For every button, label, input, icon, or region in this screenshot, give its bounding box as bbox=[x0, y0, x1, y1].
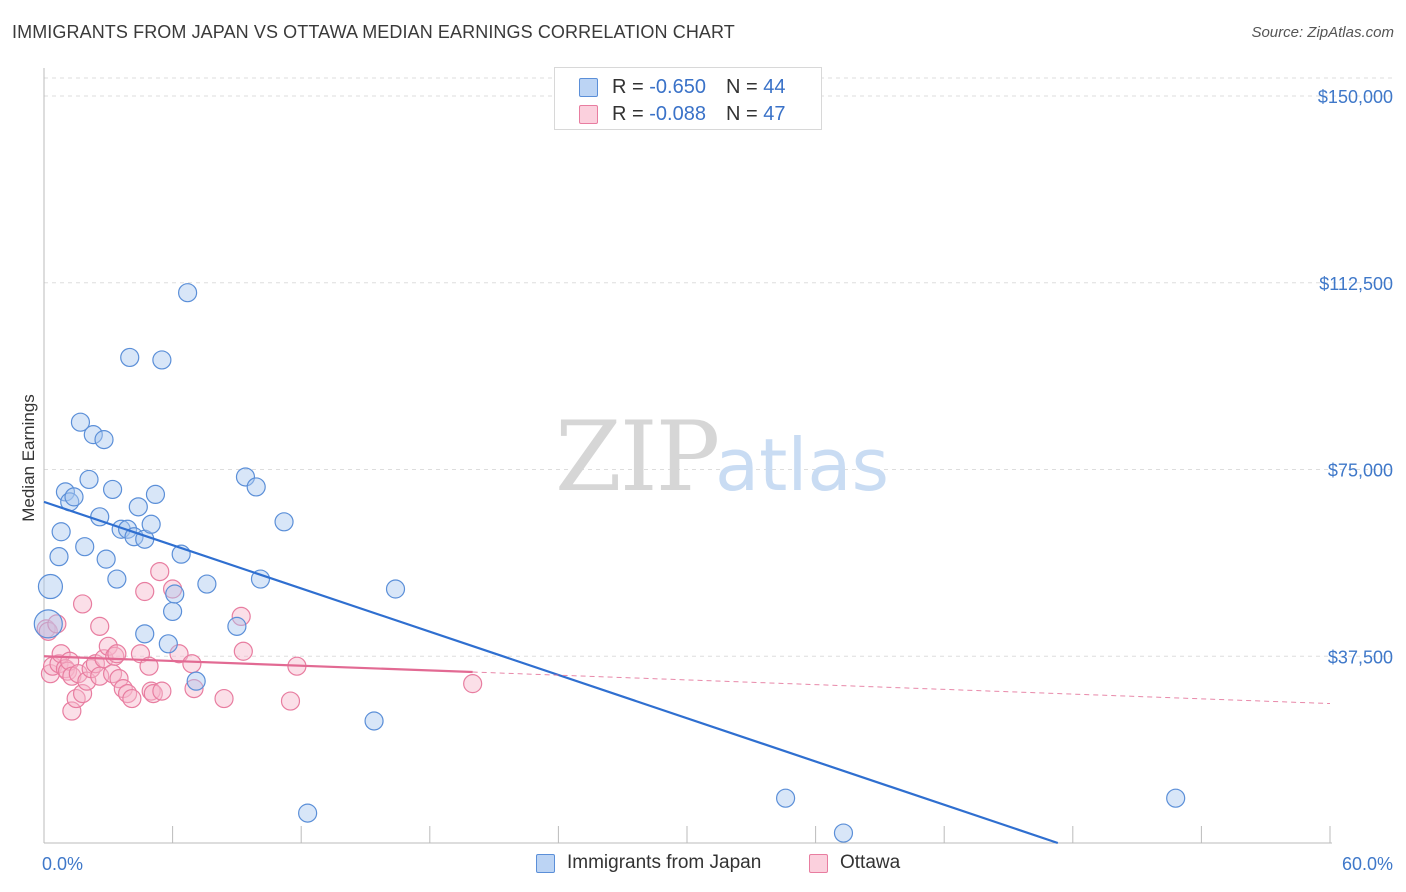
correlation-legend: R = -0.650 N = 44 R = -0.088 N = 47 bbox=[554, 67, 822, 130]
data-point bbox=[72, 594, 93, 614]
data-point bbox=[233, 641, 253, 661]
legend-swatch-pink bbox=[809, 853, 828, 873]
legend-r-value: -0.088 bbox=[649, 102, 706, 125]
data-point bbox=[72, 683, 93, 704]
data-point bbox=[96, 549, 116, 569]
data-point bbox=[231, 606, 251, 627]
data-point bbox=[385, 579, 406, 599]
watermark-atlas: atlas bbox=[715, 423, 889, 507]
trend-line-japan bbox=[43, 500, 1059, 845]
legend-r-label: R = bbox=[612, 75, 650, 98]
watermark-zip: ZIP bbox=[555, 401, 718, 513]
data-point bbox=[235, 467, 256, 487]
data-point bbox=[833, 823, 854, 843]
y-tick-label: $150,000 bbox=[1318, 87, 1393, 107]
series-immigrants-from-japan bbox=[33, 283, 1186, 843]
watermark: ZIP atlas bbox=[555, 401, 889, 513]
legend-item-japan[interactable]: Immigrants from Japan bbox=[536, 852, 761, 874]
data-point bbox=[152, 350, 172, 370]
legend-r-value: -0.650 bbox=[649, 75, 706, 98]
data-point bbox=[141, 681, 161, 701]
data-point bbox=[165, 584, 185, 604]
data-point bbox=[150, 561, 170, 582]
data-point bbox=[364, 711, 384, 731]
x-tick-labels: 0.0% 60.0% bbox=[42, 854, 1393, 874]
data-point bbox=[64, 487, 84, 507]
x-tick-label-max: 60.0% bbox=[1342, 854, 1393, 874]
data-point bbox=[37, 573, 64, 600]
legend-swatch-blue bbox=[536, 853, 555, 873]
y-tick-label: $37,500 bbox=[1328, 647, 1393, 667]
trend-line-ottawa-extension bbox=[472, 671, 1331, 705]
legend-swatch-blue bbox=[579, 77, 598, 97]
x-tick-label-min: 0.0% bbox=[42, 854, 83, 874]
legend-swatch-pink bbox=[579, 104, 598, 124]
legend-label-japan: Immigrants from Japan bbox=[567, 852, 762, 873]
trend-lines bbox=[43, 500, 1331, 845]
data-point bbox=[463, 674, 483, 694]
y-tick-label: $112,500 bbox=[1319, 274, 1393, 294]
trend-line-ottawa bbox=[43, 655, 473, 674]
data-point bbox=[298, 803, 318, 823]
data-point bbox=[141, 514, 161, 534]
data-point bbox=[33, 609, 63, 639]
data-point bbox=[169, 644, 189, 664]
data-point bbox=[51, 522, 71, 542]
data-point bbox=[182, 654, 202, 674]
data-point bbox=[77, 671, 97, 691]
data-point bbox=[135, 581, 155, 602]
data-point bbox=[135, 624, 155, 644]
legend-row-ottawa: R = -0.088 N = 47 bbox=[579, 101, 785, 127]
data-point bbox=[178, 283, 198, 303]
data-point bbox=[152, 681, 172, 701]
data-point bbox=[227, 616, 247, 636]
legend-row-japan: R = -0.650 N = 44 bbox=[579, 74, 785, 100]
data-point bbox=[90, 616, 110, 636]
legend-r-label: R = bbox=[612, 102, 650, 125]
data-point bbox=[246, 477, 266, 497]
data-point bbox=[145, 484, 166, 504]
data-point bbox=[107, 569, 127, 589]
data-point bbox=[158, 634, 178, 654]
data-point bbox=[62, 701, 82, 721]
data-point bbox=[250, 569, 271, 589]
data-point bbox=[79, 469, 99, 490]
source-label: Source: ZipAtlas.com bbox=[1251, 24, 1394, 41]
data-point bbox=[280, 691, 301, 711]
data-point bbox=[184, 679, 204, 699]
series-legend: Immigrants from Japan Ottawa bbox=[0, 852, 1406, 878]
data-point bbox=[163, 601, 183, 622]
data-point bbox=[1166, 788, 1186, 808]
data-point bbox=[102, 479, 123, 500]
legend-label-ottawa: Ottawa bbox=[840, 852, 901, 873]
legend-n-value: 44 bbox=[763, 75, 786, 98]
data-point bbox=[128, 497, 148, 517]
data-point bbox=[94, 430, 114, 450]
data-point bbox=[75, 537, 95, 557]
legend-n-label: N = bbox=[725, 102, 764, 125]
axes bbox=[43, 68, 1332, 844]
y-tick-label: $75,000 bbox=[1328, 461, 1393, 481]
data-point bbox=[105, 646, 125, 666]
data-point bbox=[775, 788, 796, 808]
data-point bbox=[197, 574, 217, 594]
data-point bbox=[109, 669, 129, 689]
data-point bbox=[70, 412, 91, 432]
data-point bbox=[120, 347, 140, 368]
data-point bbox=[186, 671, 206, 691]
legend-n-value: 47 bbox=[763, 102, 786, 125]
y-tick-labels: $37,500 $75,000 $112,500 $150,000 bbox=[1318, 87, 1393, 667]
data-point bbox=[122, 688, 142, 709]
data-point bbox=[214, 688, 234, 709]
data-point bbox=[66, 688, 86, 709]
legend-n-label: N = bbox=[725, 75, 764, 98]
chart-title: IMMIGRANTS FROM JAPAN VS OTTAWA MEDIAN E… bbox=[12, 22, 735, 42]
legend-item-ottawa[interactable]: Ottawa bbox=[809, 852, 900, 874]
data-point bbox=[83, 425, 103, 445]
y-axis-label: Median Earnings bbox=[19, 394, 38, 522]
data-point bbox=[274, 512, 294, 532]
data-point bbox=[49, 547, 69, 567]
data-point bbox=[139, 656, 159, 676]
